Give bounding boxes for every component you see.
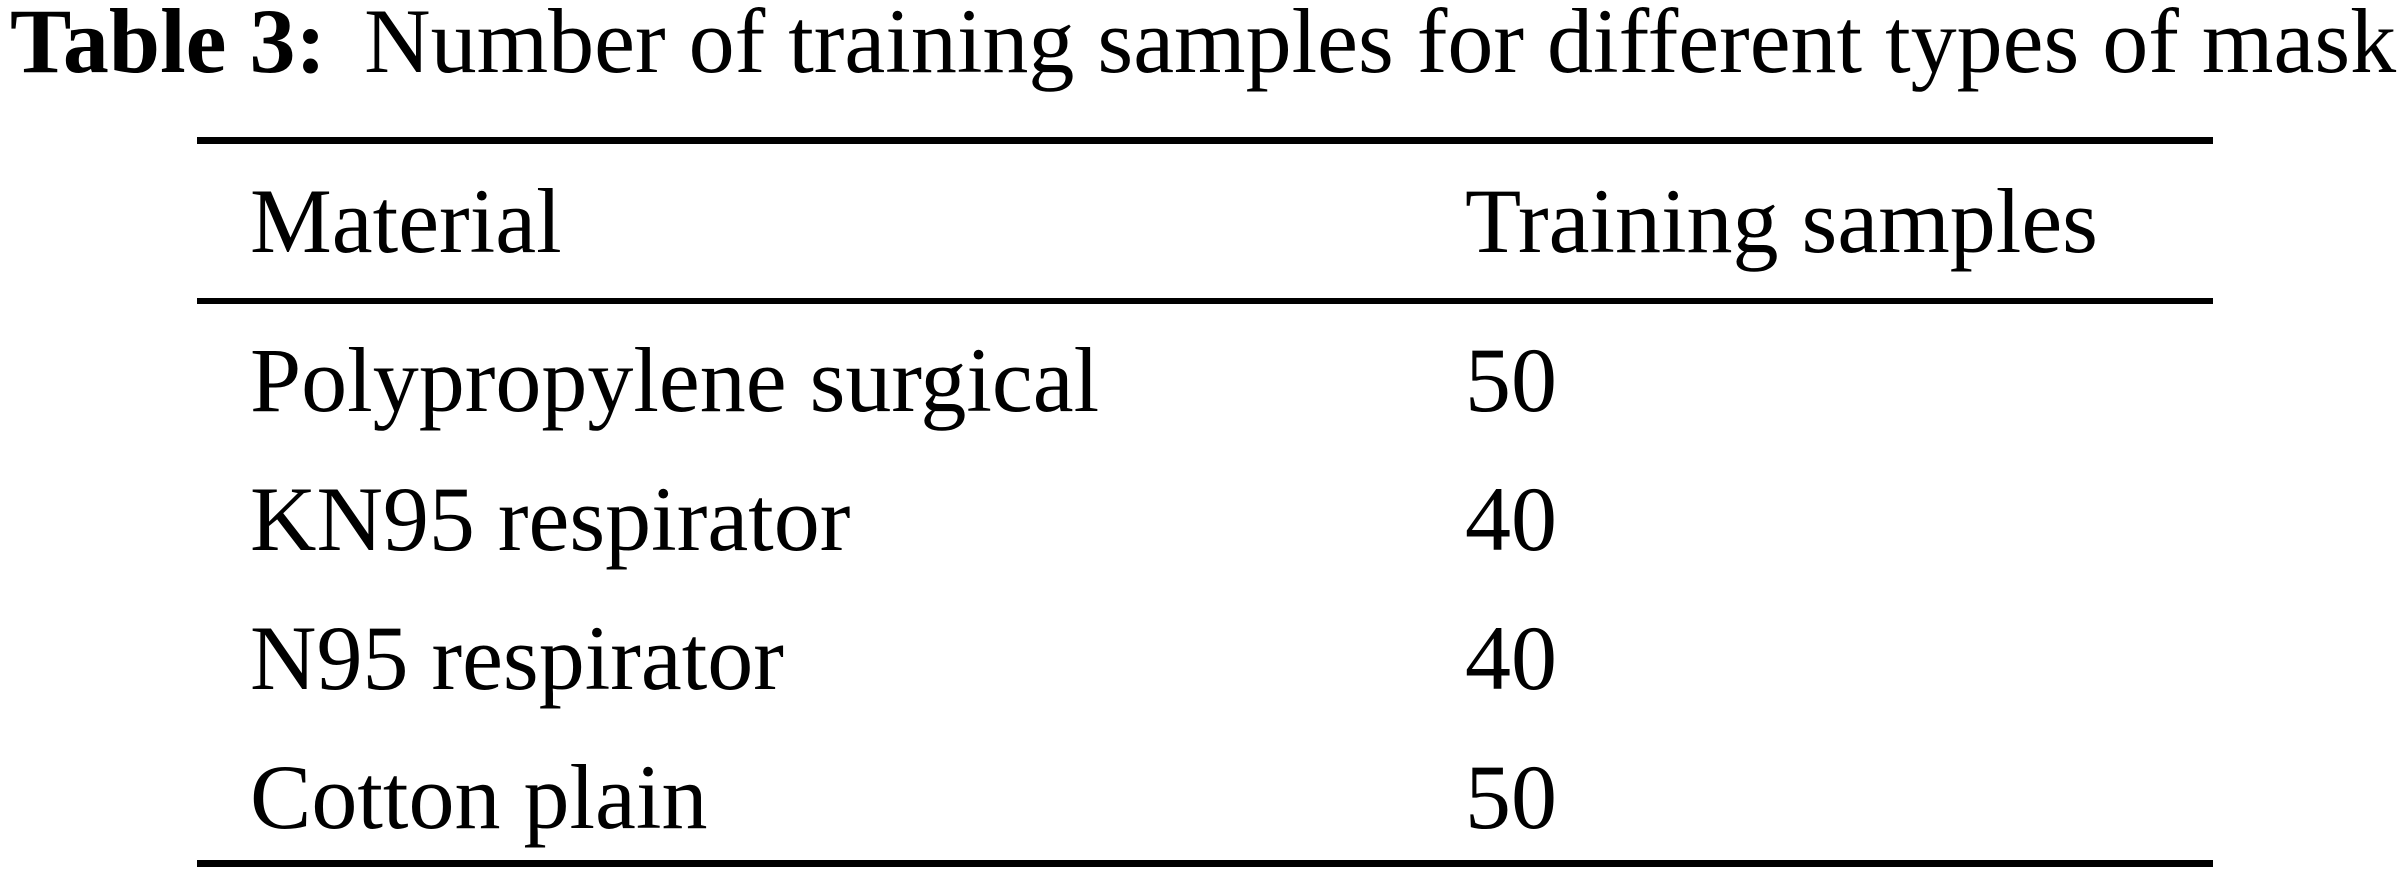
samples-cell: 40	[1465, 443, 2213, 582]
table-caption: Table 3: Number of training samples for d…	[10, 0, 2407, 91]
material-value: Cotton plain	[250, 746, 708, 848]
material-cell: Cotton plain	[197, 721, 1465, 867]
samples-value: 50	[1465, 329, 1557, 431]
samples-cell: 50	[1465, 301, 2213, 443]
table-caption-text: Number of training samples for different…	[364, 0, 2397, 92]
samples-value: 40	[1465, 607, 1557, 709]
samples-value: 40	[1465, 468, 1557, 570]
table-row: Polypropylene surgical 50	[197, 301, 2213, 443]
samples-cell: 50	[1465, 721, 2213, 867]
column-header-material: Material	[197, 140, 1465, 304]
material-value: KN95 respirator	[250, 468, 851, 570]
table-row: N95 respirator 40	[197, 582, 2213, 721]
material-cell: Polypropylene surgical	[197, 301, 1465, 443]
material-value: Polypropylene surgical	[250, 329, 1100, 431]
material-cell: KN95 respirator	[197, 443, 1465, 582]
table-row: Cotton plain 50	[197, 721, 2213, 867]
column-header-training-samples: Training samples	[1465, 140, 2213, 304]
table-caption-label: Table 3:	[10, 0, 327, 92]
header-row: Material Training samples	[197, 140, 2213, 304]
material-cell: N95 respirator	[197, 582, 1465, 721]
samples-cell: 40	[1465, 582, 2213, 721]
table-row: KN95 respirator 40	[197, 443, 2213, 582]
training-samples-table: Material Training samples Polypropylene …	[197, 137, 2213, 867]
samples-value: 50	[1465, 746, 1557, 848]
material-value: N95 respirator	[250, 607, 784, 709]
